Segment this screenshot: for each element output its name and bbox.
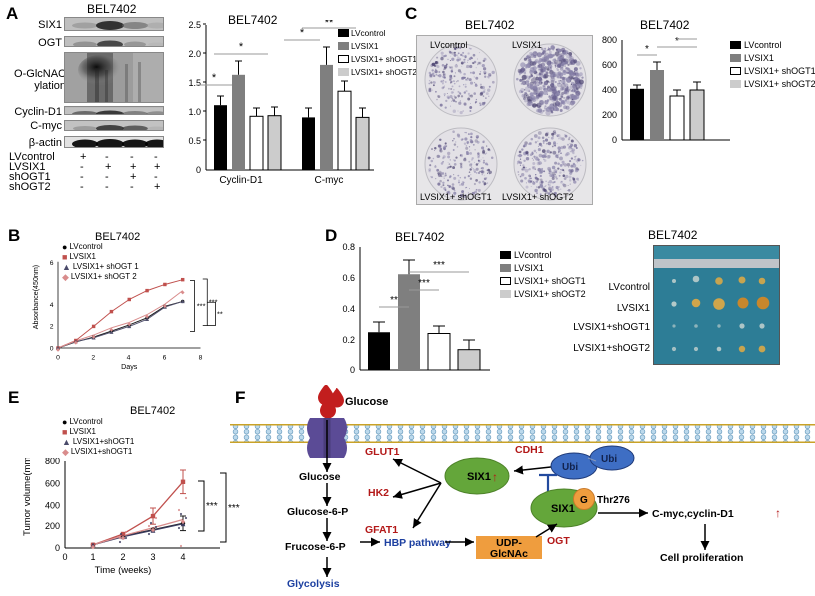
- svg-text:2: 2: [50, 324, 54, 331]
- svg-text:Cell proliferation: Cell proliferation: [660, 552, 743, 564]
- svg-text:***: ***: [206, 501, 218, 512]
- svg-text:SIX1: SIX1: [467, 471, 491, 483]
- svg-text:4: 4: [50, 302, 54, 309]
- svg-text:Ubi: Ubi: [601, 454, 617, 465]
- svg-text:↑: ↑: [775, 506, 781, 520]
- svg-text:0: 0: [55, 543, 60, 553]
- svg-text:*: *: [212, 72, 217, 84]
- svg-text:***: ***: [433, 260, 445, 271]
- svg-text:CDH1: CDH1: [515, 444, 544, 456]
- svg-text:***: ***: [418, 278, 430, 289]
- svg-text:*: *: [675, 36, 679, 47]
- svg-text:Days: Days: [121, 363, 138, 371]
- svg-text:Tumor volume(mm: Tumor volume(mm: [22, 458, 33, 536]
- svg-text:Ubi: Ubi: [562, 462, 578, 473]
- svg-text:400: 400: [602, 85, 617, 95]
- svg-text:Absorbance(450nm): Absorbance(450nm): [32, 265, 40, 329]
- svg-text:***: ***: [197, 301, 206, 310]
- svg-text:600: 600: [602, 60, 617, 70]
- svg-text:200: 200: [45, 521, 60, 531]
- svg-text:0: 0: [62, 552, 67, 562]
- svg-text:SIX1: SIX1: [551, 503, 575, 515]
- svg-text:Glycolysis: Glycolysis: [287, 578, 340, 590]
- svg-text:2: 2: [91, 354, 95, 361]
- svg-text:3: 3: [20, 462, 21, 466]
- svg-text:GFAT1: GFAT1: [365, 524, 398, 536]
- svg-text:0: 0: [350, 365, 355, 375]
- svg-text:0.2: 0.2: [342, 335, 355, 345]
- svg-text:Cyclin-D1: Cyclin-D1: [219, 175, 263, 186]
- svg-text:HK2: HK2: [368, 487, 389, 499]
- svg-text:2.0: 2.0: [188, 49, 201, 59]
- svg-text:Glucose-6-P: Glucose-6-P: [287, 506, 348, 518]
- svg-text:800: 800: [602, 35, 617, 45]
- svg-text:**: **: [390, 295, 398, 306]
- svg-text:**: **: [325, 20, 334, 29]
- svg-text:GLUT1: GLUT1: [365, 446, 400, 458]
- svg-text:3: 3: [150, 552, 155, 562]
- svg-text:***: ***: [217, 310, 223, 319]
- svg-text:Glucose: Glucose: [345, 396, 388, 408]
- svg-text:*: *: [239, 41, 244, 53]
- svg-text:1.5: 1.5: [188, 78, 201, 88]
- svg-text:G: G: [580, 495, 588, 506]
- svg-text:800: 800: [45, 458, 60, 466]
- svg-text:C-myc,cyclin-D1: C-myc,cyclin-D1: [652, 508, 734, 520]
- svg-text:Frucose-6-P: Frucose-6-P: [285, 541, 346, 553]
- svg-text:2: 2: [120, 552, 125, 562]
- svg-text:0.4: 0.4: [342, 304, 355, 314]
- svg-text:Thr276: Thr276: [597, 495, 630, 506]
- svg-text:HBP pathway: HBP pathway: [384, 537, 451, 549]
- svg-text:0.8: 0.8: [342, 242, 355, 252]
- svg-text:200: 200: [602, 110, 617, 120]
- svg-text:4: 4: [127, 354, 131, 361]
- svg-text:6: 6: [163, 354, 167, 361]
- svg-text:8: 8: [199, 354, 203, 361]
- svg-text:Time (weeks): Time (weeks): [95, 565, 152, 576]
- svg-text:GlcNAc: GlcNAc: [490, 548, 528, 560]
- svg-text:4: 4: [180, 552, 185, 562]
- svg-text:0: 0: [196, 165, 201, 175]
- svg-text:0: 0: [56, 354, 60, 361]
- svg-text:*: *: [300, 27, 305, 39]
- svg-text:6: 6: [50, 260, 54, 267]
- svg-text:↑: ↑: [492, 470, 498, 484]
- svg-text:C-myc: C-myc: [315, 175, 344, 186]
- svg-text:0: 0: [50, 345, 54, 352]
- svg-text:2.5: 2.5: [188, 20, 201, 30]
- svg-text:0: 0: [612, 135, 617, 145]
- svg-text:0.6: 0.6: [342, 273, 355, 283]
- svg-text:Glucose: Glucose: [299, 471, 341, 483]
- svg-text:600: 600: [45, 479, 60, 489]
- svg-text:0.5: 0.5: [188, 136, 201, 146]
- svg-text:400: 400: [45, 501, 60, 511]
- svg-text:1.0: 1.0: [188, 107, 201, 117]
- svg-text:OGT: OGT: [547, 535, 570, 547]
- svg-text:*: *: [645, 44, 649, 55]
- svg-text:1: 1: [90, 552, 95, 562]
